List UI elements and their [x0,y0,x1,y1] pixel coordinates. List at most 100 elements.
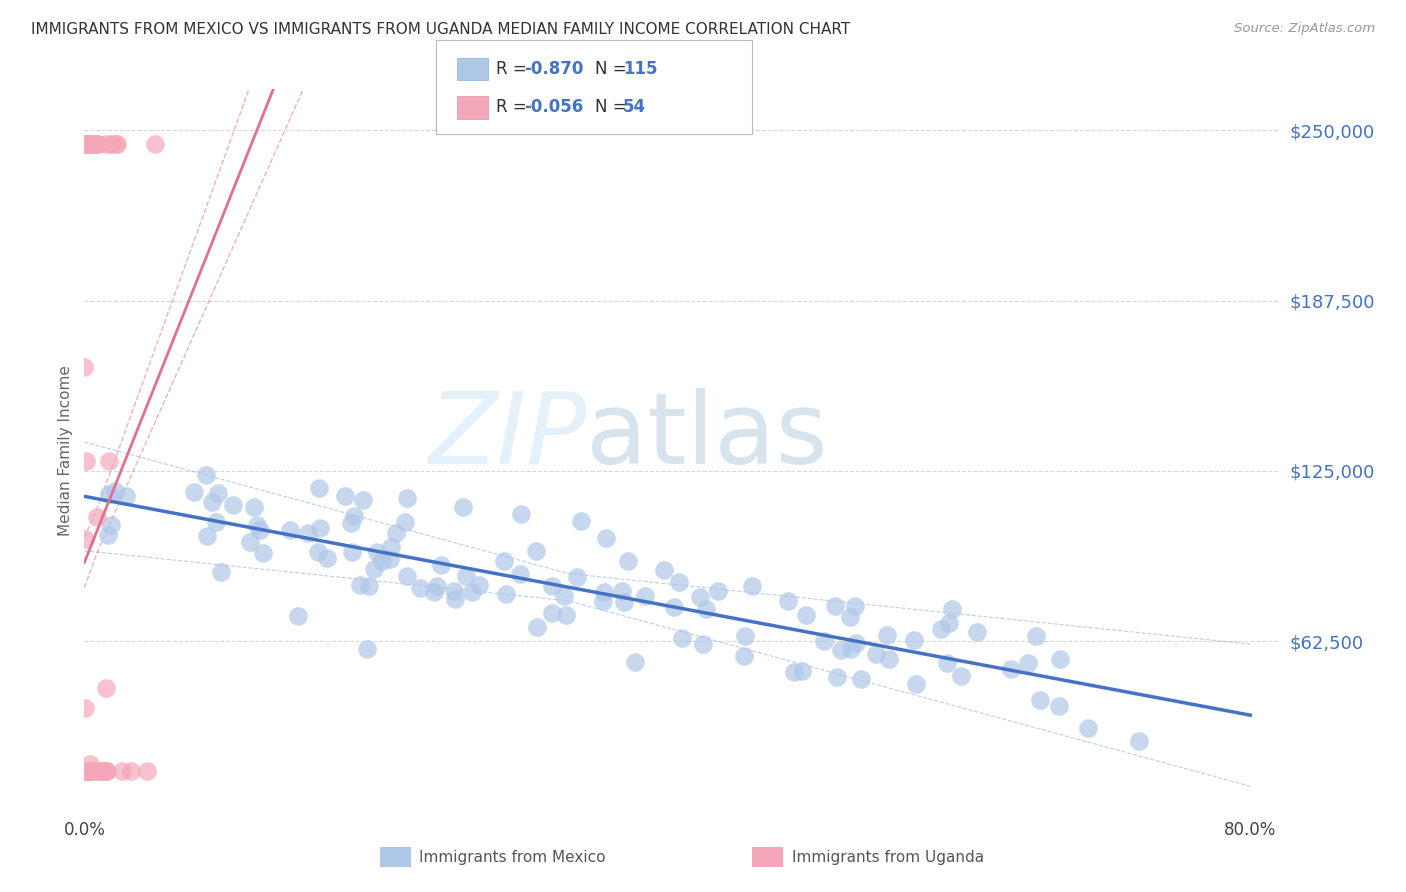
Point [1017,657,1039,671]
Point [454,569,477,583]
Point [86,509,108,524]
Text: Immigrants from Mexico: Immigrants from Mexico [419,850,606,864]
Point [243,500,266,514]
Text: -0.056: -0.056 [524,98,583,116]
Point [395,569,418,583]
Text: N =: N = [595,60,631,78]
Point [80,136,103,151]
Point [423,585,446,599]
Point [249,524,271,538]
Point [75,764,97,778]
Point [467,578,489,592]
Text: IMMIGRANTS FROM MEXICO VS IMMIGRANTS FROM UGANDA MEDIAN FAMILY INCOME CORRELATIO: IMMIGRANTS FROM MEXICO VS IMMIGRANTS FRO… [31,22,851,37]
Point [194,467,217,482]
Point [120,764,142,778]
Point [98,487,121,501]
Point [76,136,98,151]
Point [201,495,224,509]
Point [905,677,928,691]
Point [73,359,96,374]
Point [733,649,755,664]
Point [938,615,960,630]
Point [96,764,118,778]
Point [634,589,657,603]
Text: ZIP: ZIP [427,387,586,484]
Point [309,521,332,535]
Point [430,558,453,573]
Point [616,554,638,568]
Point [104,484,127,499]
Point [839,642,862,657]
Point [252,546,274,560]
Point [96,681,118,696]
Point [541,579,564,593]
Point [75,764,97,778]
Point [297,525,319,540]
Point [316,551,339,566]
Point [845,635,868,649]
Point [929,622,952,636]
Point [83,136,105,151]
Point [87,764,110,778]
Point [453,500,475,514]
Point [94,136,117,151]
Text: N =: N = [595,98,631,116]
Point [592,594,614,608]
Point [950,669,973,683]
Point [380,540,402,554]
Point [340,545,363,559]
Point [613,595,636,609]
Text: 54: 54 [623,98,645,116]
Point [73,764,96,778]
Text: R =: R = [496,60,533,78]
Point [195,528,218,542]
Point [79,756,101,771]
Text: R =: R = [496,98,533,116]
Point [340,516,363,530]
Point [143,136,166,151]
Point [426,579,449,593]
Point [278,523,301,537]
Point [246,518,269,533]
Point [1025,629,1047,643]
Point [668,574,690,589]
Point [966,625,988,640]
Point [1000,662,1022,676]
Point [824,599,846,614]
Point [75,532,97,546]
Point [84,764,107,778]
Point [105,136,128,151]
Point [569,515,592,529]
Point [76,764,98,778]
Point [692,637,714,651]
Point [356,641,378,656]
Point [941,602,963,616]
Point [73,764,96,778]
Point [75,136,97,151]
Point [73,764,96,778]
Point [221,498,243,512]
Point [111,764,134,778]
Point [104,136,127,151]
Point [844,599,866,613]
Point [86,136,108,151]
Point [77,136,100,151]
Point [363,562,385,576]
Point [790,665,813,679]
Point [75,764,97,778]
Point [86,136,108,151]
Point [73,764,96,778]
Point [654,563,676,577]
Point [73,700,96,714]
Point [443,592,465,607]
Point [75,136,97,151]
Point [851,672,873,686]
Point [75,136,97,151]
Point [509,567,531,582]
Point [524,544,547,558]
Point [209,565,232,579]
Point [343,508,366,523]
Point [671,631,693,645]
Point [77,136,100,151]
Point [408,581,430,595]
